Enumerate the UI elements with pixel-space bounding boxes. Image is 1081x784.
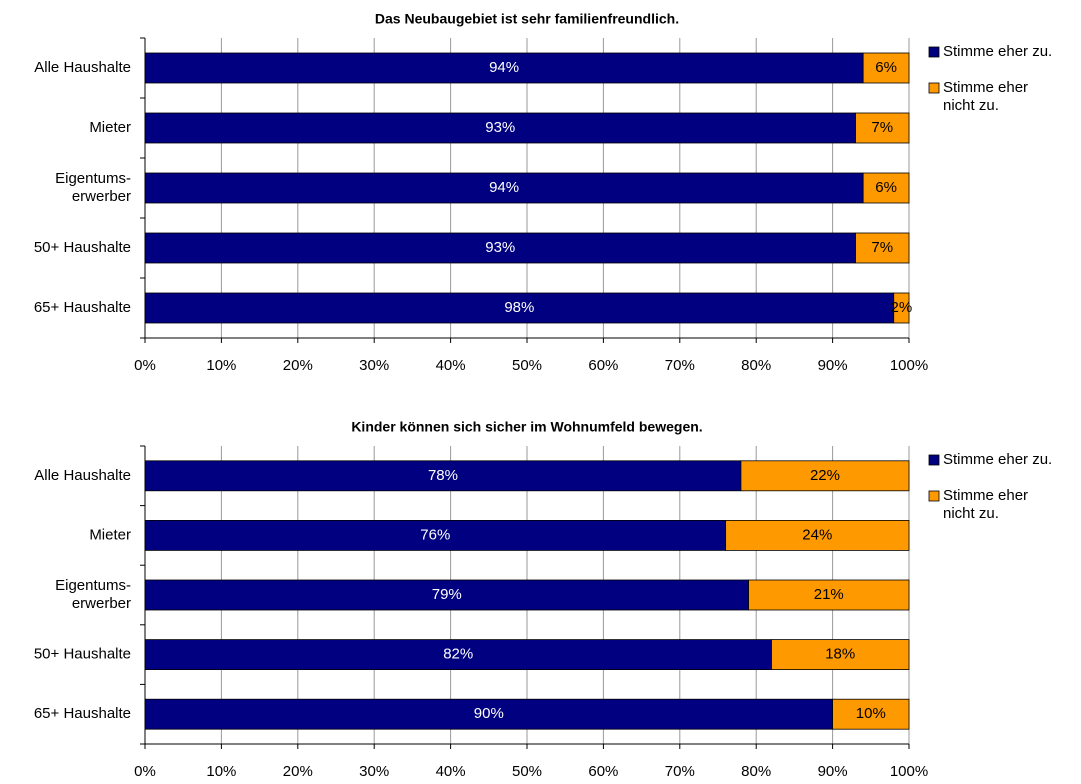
data-label: 94%: [489, 59, 519, 76]
bar-segment: [748, 579, 910, 611]
bar-segment: [740, 460, 910, 492]
y-tick-label: Mieter: [89, 526, 131, 543]
data-label: 7%: [871, 239, 893, 256]
x-tick-label: 0%: [134, 763, 156, 779]
data-label: 93%: [485, 239, 515, 256]
legend-label: Stimme eher nicht zu.: [943, 487, 1028, 522]
x-tick-label: 100%: [890, 763, 928, 779]
data-label: 6%: [875, 179, 897, 196]
bar-segment: [144, 52, 864, 84]
data-label: 82%: [443, 646, 473, 663]
chart-title: Das Neubaugebiet ist sehr familienfreund…: [375, 11, 679, 27]
y-tick-label: Mieter: [89, 119, 131, 136]
bar-segment: [144, 460, 742, 492]
x-tick-label: 20%: [283, 763, 313, 779]
bar-segment: [725, 520, 910, 551]
data-label: 24%: [802, 526, 832, 543]
x-tick-label: 30%: [359, 357, 389, 374]
bar-segment: [144, 520, 727, 551]
y-tick-label: 65+ Haushalte: [34, 705, 131, 722]
y-tick-label: Eigentums-erwerber: [55, 577, 131, 612]
legend-label: Stimme eher zu.: [943, 43, 1052, 60]
y-tick-label: 65+ Haushalte: [34, 299, 131, 316]
bar-segment: [144, 232, 856, 264]
x-tick-label: 100%: [890, 357, 928, 374]
x-tick-label: 60%: [588, 357, 618, 374]
legend-label: Stimme eher zu.: [943, 451, 1052, 468]
bar-segment: [144, 579, 749, 611]
legend-label: Stimme eher nicht zu.: [943, 79, 1028, 114]
legend-swatch: [928, 490, 940, 502]
bar-segment: [144, 112, 856, 144]
data-label: 93%: [485, 119, 515, 136]
bar-segment: [771, 639, 910, 670]
bar-segment: [862, 52, 910, 84]
legend-swatch: [928, 82, 940, 94]
data-label: 21%: [814, 586, 844, 603]
data-label: 7%: [871, 119, 893, 136]
x-tick-label: 90%: [818, 763, 848, 779]
data-label: 79%: [432, 586, 462, 603]
x-tick-label: 20%: [283, 357, 313, 374]
y-tick-label: Alle Haushalte: [34, 59, 131, 76]
x-tick-label: 10%: [206, 357, 236, 374]
data-label: 90%: [474, 705, 504, 722]
y-tick-label: 50+ Haushalte: [34, 239, 131, 256]
bar-segment: [893, 292, 910, 324]
x-tick-label: 40%: [436, 763, 466, 779]
x-tick-label: 50%: [512, 763, 542, 779]
data-label: 2%: [891, 299, 913, 316]
x-tick-label: 90%: [818, 357, 848, 374]
y-tick-label: Eigentums-erwerber: [55, 170, 131, 205]
data-label: 98%: [504, 299, 534, 316]
bar-segment: [855, 112, 910, 144]
x-tick-label: 80%: [741, 357, 771, 374]
bar-segment: [855, 232, 910, 264]
x-tick-label: 60%: [588, 763, 618, 779]
data-label: 76%: [420, 526, 450, 543]
y-tick-label: 50+ Haushalte: [34, 646, 131, 663]
x-tick-label: 80%: [741, 763, 771, 779]
data-label: 78%: [428, 467, 458, 484]
x-tick-label: 30%: [359, 763, 389, 779]
bar-segment: [862, 172, 910, 204]
data-label: 94%: [489, 179, 519, 196]
x-tick-label: 40%: [436, 357, 466, 374]
x-tick-label: 70%: [665, 357, 695, 374]
x-tick-label: 50%: [512, 357, 542, 374]
bar-segment: [144, 698, 833, 730]
data-label: 22%: [810, 467, 840, 484]
chart-title: Kinder können sich sicher im Wohnumfeld …: [351, 419, 702, 435]
data-label: 10%: [856, 705, 886, 722]
data-label: 6%: [875, 59, 897, 76]
x-tick-label: 0%: [134, 357, 156, 374]
bar-segment: [832, 698, 910, 730]
data-label: 18%: [825, 646, 855, 663]
legend-swatch: [928, 454, 940, 466]
x-tick-label: 70%: [665, 763, 695, 779]
x-tick-label: 10%: [206, 763, 236, 779]
y-tick-label: Alle Haushalte: [34, 467, 131, 484]
bar-segment: [144, 172, 864, 204]
legend-swatch: [928, 46, 940, 58]
